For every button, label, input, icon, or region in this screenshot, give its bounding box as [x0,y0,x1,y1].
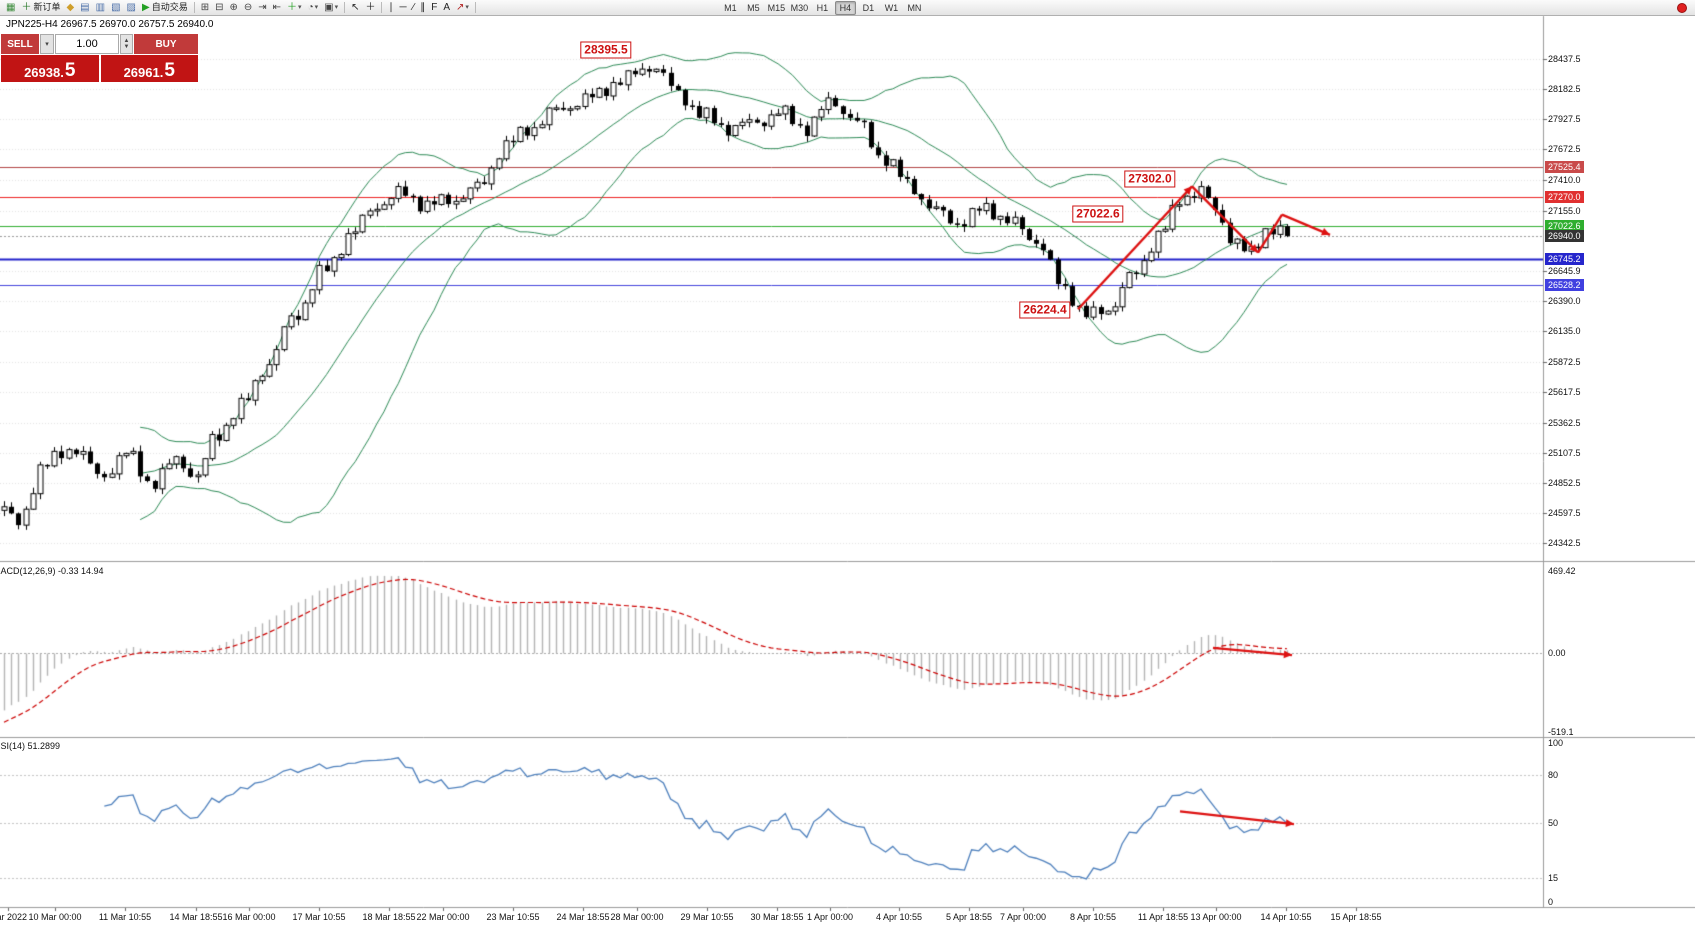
sell-price-main: 26938. [24,65,64,80]
fibonacci-icon: F [431,2,438,13]
terminal-button[interactable]: ▨ [125,1,138,15]
timeframe-w1-button[interactable]: W1 [884,2,899,13]
new-chart-button[interactable]: ▦ [4,1,17,15]
data-window-icon: ▥ [95,2,106,13]
timeframe-m15-button[interactable]: M15 [767,2,786,13]
sell-price-button[interactable]: 26938. 5 [1,55,99,82]
new-order-button[interactable]: ＋新订单 [19,1,62,15]
stepper-down-icon[interactable]: ▼ [123,44,130,50]
auto-scroll-button[interactable]: ⇥ [256,1,268,15]
data-window-button[interactable]: ▥ [94,1,107,15]
templates-button[interactable]: ▣ ▾ [322,1,340,15]
indicators-button[interactable]: ＋ ▾ [285,1,304,15]
periods-button[interactable]: ◔ ▾ [306,1,321,15]
terminal-icon: ▨ [126,2,136,13]
trade-panel-price-row: 26938. 5 26961. 5 [1,55,198,82]
tile-windows-icon: ⊞ [200,2,210,13]
volume-input[interactable]: 1.00 [55,34,119,54]
chart-ohlc-title: JPN225-H4 26967.5 26970.0 26757.5 26940.… [6,19,214,30]
macd-indicator-label: MACD(12,26,9) -0.33 14.94 [0,566,104,576]
buy-button[interactable]: BUY [134,34,198,54]
channel-icon: ∥ [420,2,426,13]
profiles-button[interactable]: ◆ [64,1,76,15]
cascade-windows-icon: ⊟ [215,2,224,13]
text-label-button[interactable]: A [441,1,452,15]
autotrade-button[interactable]: ▶ 自动交易 [140,1,190,15]
toolbar-separator [474,2,476,13]
toolbar: ▦ ＋新订单 ◆ ▤ ▥ ▧ ▨ ▶ 自动交易 ⊞ ⊟ ⊕ ⊖ ⇥ ⇤ ＋ ▾ ◔ ▾ ▣ ▾ ↖ ＋ ∣ ─ ∕ ∥ F A ↗ ▾ M1 M… [0,0,1695,16]
buy-price-main: 26961. [123,65,164,80]
horizontal-line-icon: ─ [399,2,407,13]
arrows-tool-caret-icon: ▾ [465,4,469,11]
zoom-in-icon: ⊕ [229,2,238,13]
autotrade-label: 自动交易 [151,2,188,12]
zoom-out-icon: ⊖ [243,2,253,13]
fibonacci-button[interactable]: F [429,1,439,15]
sell-button[interactable]: SELL [1,34,39,54]
trendline-icon: ∕ [412,2,415,13]
periods-icon: ◔ [307,2,314,13]
cursor-icon: ↖ [351,2,360,13]
timeframe-h1-button[interactable]: H1 [816,2,829,13]
indicators-caret-icon: ▾ [298,4,302,11]
navigator-icon: ▧ [111,2,121,13]
market-watch-button[interactable]: ▤ [78,1,91,15]
volume-stepper[interactable]: ▲ ▼ [120,34,133,54]
arrows-tool-button[interactable]: ↗ ▾ [454,1,471,15]
new-order-icon: ＋ [21,2,32,13]
autotrade-icon: ▶ [141,2,150,13]
sell-price-big-digit: 5 [64,60,76,81]
profiles-icon: ◆ [66,2,75,13]
timeframe-m30-button[interactable]: M30 [790,2,809,13]
timeframe-m5-button[interactable]: M5 [747,2,760,13]
buy-price-big-digit: 5 [164,60,175,81]
timeframe-m1-button[interactable]: M1 [724,2,737,13]
new-chart-icon: ▦ [6,2,16,13]
order-type-dropdown[interactable]: ▾ [40,34,54,54]
channel-button[interactable]: ∥ [418,1,427,15]
crosshair-button[interactable]: ＋ [363,1,377,15]
one-click-trade-panel: SELL ▾ 1.00 ▲ ▼ BUY 26938. 5 26961. 5 [1,34,198,82]
market-watch-icon: ▤ [80,2,90,13]
timeframe-group: M1 M5 M15 M30 H1 H4 D1 W1 MN [719,0,926,15]
tile-windows-button[interactable]: ⊞ [199,1,211,15]
periods-caret-icon: ▾ [314,4,319,11]
connection-status-icon [1677,2,1687,13]
templates-icon: ▣ [324,2,334,13]
trendline-button[interactable]: ∕ [411,1,417,15]
horizontal-line-button[interactable]: ─ [397,1,408,15]
rsi-indicator-label: RSI(14) 51.2899 [0,741,61,751]
chart-shift-icon: ⇤ [272,2,282,13]
stepper-up-icon[interactable]: ▲ [123,38,130,44]
text-label-icon: A [443,2,451,13]
timeframe-mn-button[interactable]: MN [907,2,922,13]
new-order-label: 新订单 [33,2,61,12]
indicators-icon: ＋ [287,2,298,13]
chevron-down-icon: ▾ [45,41,49,48]
vertical-line-icon: ∣ [388,2,394,13]
toolbar-separator [381,2,383,13]
arrows-tool-icon: ↗ [456,2,465,13]
timeframe-d1-button[interactable]: D1 [862,2,875,13]
templates-caret-icon: ▾ [334,4,339,11]
trade-panel-header-row: SELL ▾ 1.00 ▲ ▼ BUY [1,34,198,54]
vertical-line-button[interactable]: ∣ [386,1,395,15]
cursor-button[interactable]: ↖ [349,1,361,15]
timeframe-h4-button[interactable]: H4 [834,0,856,15]
buy-price-button[interactable]: 26961. 5 [100,55,198,82]
toolbar-separator [193,2,195,13]
zoom-in-button[interactable]: ⊕ [227,1,239,15]
navigator-button[interactable]: ▧ [109,1,122,15]
chart-shift-button[interactable]: ⇤ [271,1,283,15]
auto-scroll-icon: ⇥ [258,2,267,13]
crosshair-icon: ＋ [365,2,376,13]
toolbar-separator [344,2,346,13]
cascade-windows-button[interactable]: ⊟ [213,1,225,15]
zoom-out-button[interactable]: ⊖ [242,1,254,15]
